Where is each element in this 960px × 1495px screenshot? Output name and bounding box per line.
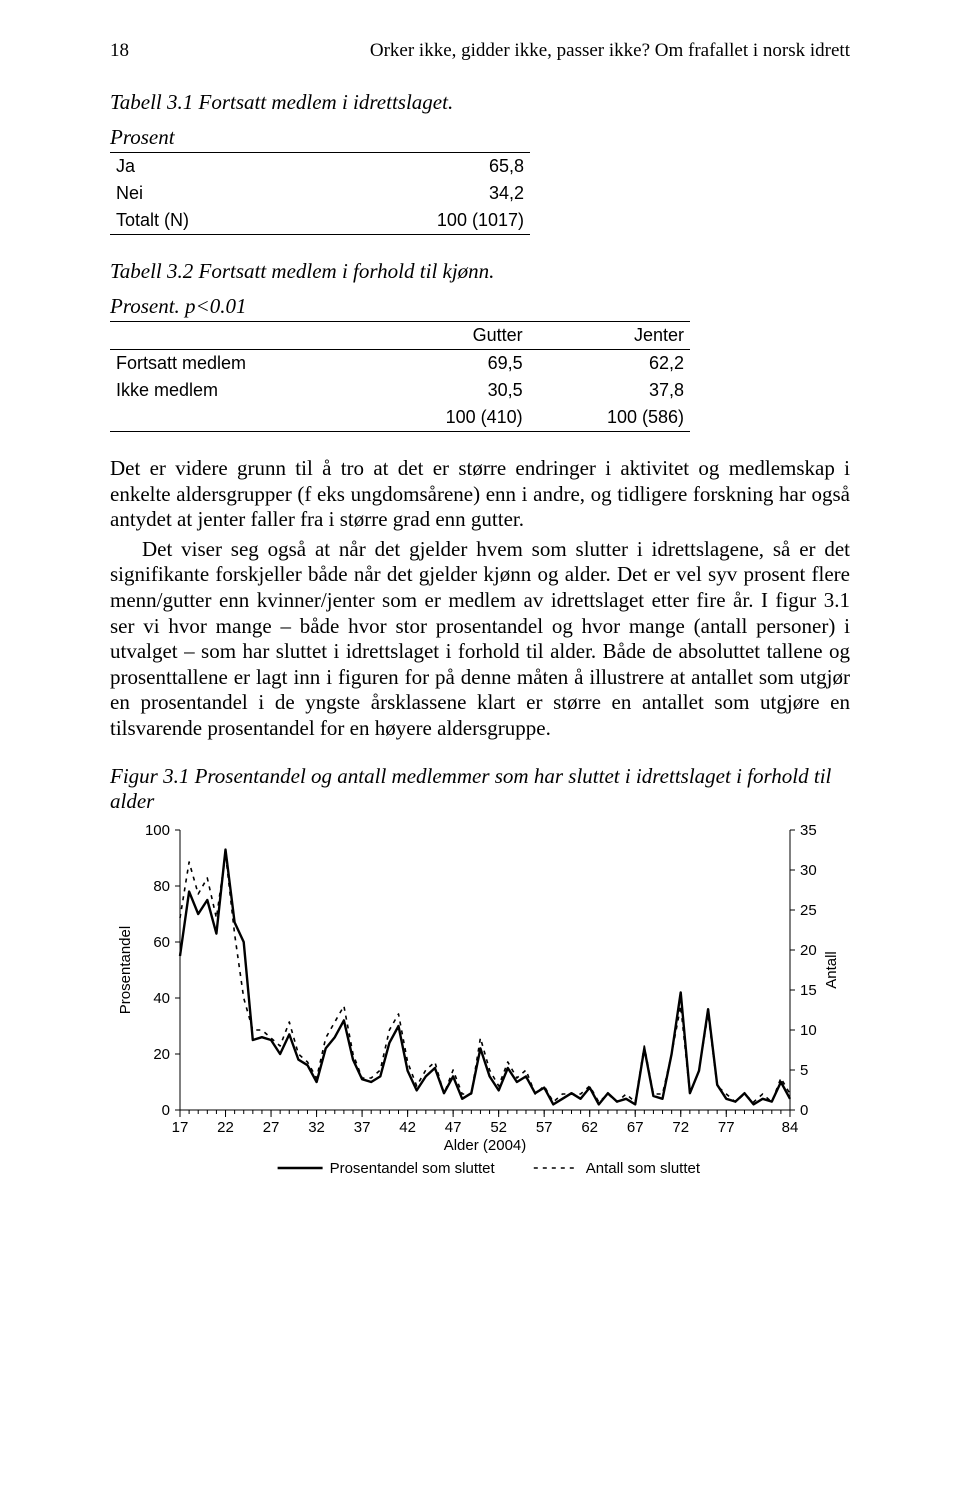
- svg-text:40: 40: [153, 990, 170, 1007]
- cell-value: 62,2: [529, 350, 690, 378]
- svg-text:17: 17: [172, 1119, 189, 1136]
- cell-value: 65,8: [304, 153, 530, 181]
- svg-text:52: 52: [490, 1119, 507, 1136]
- svg-text:60: 60: [153, 934, 170, 951]
- svg-text:67: 67: [627, 1119, 644, 1136]
- table2-caption: Tabell 3.2 Fortsatt medlem i forhold til…: [110, 259, 850, 284]
- svg-text:15: 15: [800, 982, 817, 999]
- column-header: Jenter: [529, 322, 690, 350]
- table-row: Totalt (N)100 (1017): [110, 207, 530, 235]
- cell-label: Ja: [110, 153, 304, 181]
- cell-value: 30,5: [367, 377, 528, 404]
- svg-text:22: 22: [217, 1119, 234, 1136]
- svg-text:0: 0: [162, 1102, 170, 1119]
- svg-text:84: 84: [782, 1119, 799, 1136]
- svg-text:42: 42: [399, 1119, 416, 1136]
- cell-label: Totalt (N): [110, 207, 304, 235]
- svg-text:72: 72: [672, 1119, 689, 1136]
- svg-text:47: 47: [445, 1119, 462, 1136]
- svg-text:20: 20: [153, 1046, 170, 1063]
- table2-subhead: Prosent. p<0.01: [110, 294, 850, 319]
- table-row: 100 (410)100 (586): [110, 404, 690, 432]
- svg-text:62: 62: [581, 1119, 598, 1136]
- cell-value: 100 (586): [529, 404, 690, 432]
- table1-subhead: Prosent: [110, 125, 850, 150]
- table-row: Ja65,8: [110, 153, 530, 181]
- cell-value: 100 (1017): [304, 207, 530, 235]
- paragraph-1: Det er videre grunn til å tro at det er …: [110, 456, 850, 533]
- svg-text:Antall: Antall: [823, 951, 840, 989]
- svg-text:25: 25: [800, 902, 817, 919]
- cell-label: Ikke medlem: [110, 377, 367, 404]
- table1: Ja65,8Nei34,2Totalt (N)100 (1017): [110, 152, 530, 235]
- figure-caption: Figur 3.1 Prosentandel og antall medlemm…: [110, 764, 850, 814]
- svg-text:20: 20: [800, 942, 817, 959]
- svg-text:80: 80: [153, 878, 170, 895]
- cell-value: 37,8: [529, 377, 690, 404]
- table-row: Fortsatt medlem69,562,2: [110, 350, 690, 378]
- page-header: 18 Orker ikke, gidder ikke, passer ikke?…: [110, 40, 850, 62]
- cell-label: [110, 404, 367, 432]
- cell-value: 69,5: [367, 350, 528, 378]
- svg-text:37: 37: [354, 1119, 371, 1136]
- table2: GutterJenterFortsatt medlem69,562,2Ikke …: [110, 321, 690, 432]
- svg-text:32: 32: [308, 1119, 325, 1136]
- svg-text:Prosentandel som sluttet: Prosentandel som sluttet: [330, 1160, 496, 1177]
- svg-text:5: 5: [800, 1062, 808, 1079]
- table1-caption: Tabell 3.1 Fortsatt medlem i idrettslage…: [110, 90, 850, 115]
- page-number: 18: [110, 40, 129, 62]
- paragraph-2: Det viser seg også at når det gjelder hv…: [110, 537, 850, 742]
- svg-text:10: 10: [800, 1022, 817, 1039]
- table-row: Nei34,2: [110, 180, 530, 207]
- table-header-row: GutterJenter: [110, 322, 690, 350]
- cell-value: 34,2: [304, 180, 530, 207]
- column-header: Gutter: [367, 322, 528, 350]
- svg-text:35: 35: [800, 822, 817, 839]
- column-header: [110, 322, 367, 350]
- svg-text:77: 77: [718, 1119, 735, 1136]
- figure-chart: 0 20 40 60 80 100 0 5 10 15 20 25 30 35 17 22 27 32 37 42 47…: [110, 820, 850, 1180]
- table-row: Ikke medlem30,537,8: [110, 377, 690, 404]
- cell-label: Nei: [110, 180, 304, 207]
- running-title: Orker ikke, gidder ikke, passer ikke? Om…: [370, 40, 850, 62]
- svg-text:Prosentandel: Prosentandel: [117, 926, 134, 1014]
- svg-text:Antall som sluttet: Antall som sluttet: [586, 1160, 701, 1177]
- svg-text:57: 57: [536, 1119, 553, 1136]
- cell-label: Fortsatt medlem: [110, 350, 367, 378]
- svg-text:0: 0: [800, 1102, 808, 1119]
- svg-text:100: 100: [145, 822, 170, 839]
- svg-text:Alder (2004): Alder (2004): [444, 1137, 527, 1154]
- svg-text:30: 30: [800, 862, 817, 879]
- svg-text:27: 27: [263, 1119, 280, 1136]
- cell-value: 100 (410): [367, 404, 528, 432]
